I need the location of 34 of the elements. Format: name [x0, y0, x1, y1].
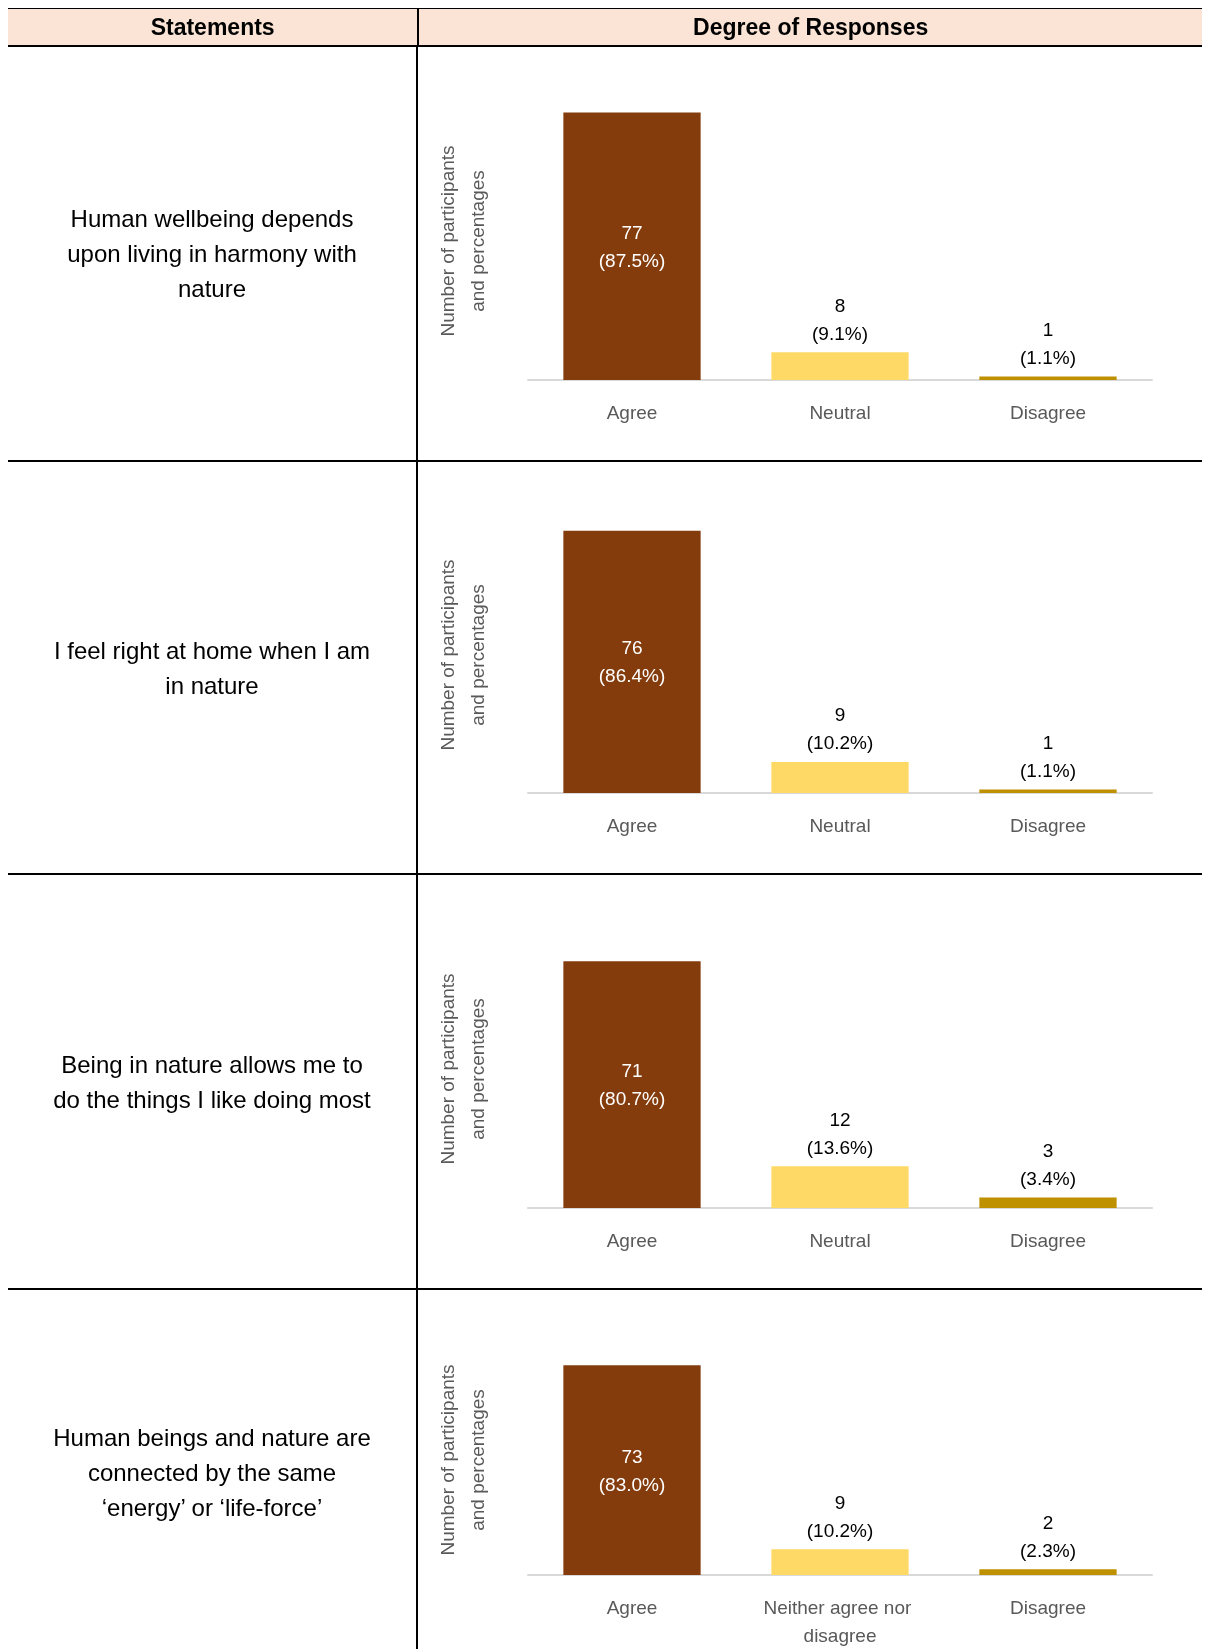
data-label: 9 (10.2%) — [806, 704, 874, 754]
data-label: 77 (87.5%) — [598, 221, 666, 271]
text: Being in nature allows me to do the things I like doing most — [52, 1049, 372, 1115]
data-label: 73 (83.0%) — [598, 1445, 666, 1495]
text: Statements — [149, 13, 276, 42]
data-label: 1 (1.1%) — [1020, 732, 1076, 782]
data-label: 76 (86.4%) — [598, 637, 666, 687]
x-tick-label: Neutral — [809, 1229, 871, 1251]
data-label: 1 (1.1%) — [1020, 319, 1076, 369]
x-tick-label: Disagree — [1009, 1596, 1087, 1618]
x-tick-label: Agree — [606, 1596, 658, 1618]
x-tick-label: Neither agree nor disagree — [763, 1596, 917, 1646]
y-axis-title: Number of participants and percentages — [436, 1364, 488, 1556]
x-tick-label: Disagree — [1009, 1229, 1087, 1251]
x-tick-label: Agree — [606, 814, 658, 836]
text: I feel right at home when I am in nature — [52, 635, 372, 701]
data-label: 2 (2.3%) — [1020, 1511, 1076, 1561]
text: Human beings and nature are connected by the same ‘energy’ or ‘life-force’ — [52, 1423, 372, 1523]
x-tick-label: Disagree — [1009, 814, 1087, 836]
text: Human wellbeing depends upon living in harmony with nature — [66, 204, 358, 304]
y-axis-title: Number of participants and percentages — [436, 559, 488, 751]
text: Degree of Responses — [417, 9, 1202, 45]
data-label: 12 (13.6%) — [806, 1108, 874, 1158]
data-label: 9 (10.2%) — [806, 1491, 874, 1541]
y-axis-title: Number of participants and percentages — [436, 973, 488, 1165]
data-label: 8 (9.1%) — [812, 294, 868, 344]
data-label: 3 (3.4%) — [1020, 1140, 1076, 1190]
x-tick-label: Agree — [606, 1229, 658, 1251]
data-label: 71 (80.7%) — [598, 1060, 666, 1110]
x-tick-label: Neutral — [809, 814, 871, 836]
x-tick-label: Agree — [606, 401, 658, 423]
y-axis-title: Number of participants and percentages — [436, 145, 488, 337]
x-tick-label: Neutral — [809, 401, 871, 423]
x-tick-label: Disagree — [1009, 401, 1087, 423]
